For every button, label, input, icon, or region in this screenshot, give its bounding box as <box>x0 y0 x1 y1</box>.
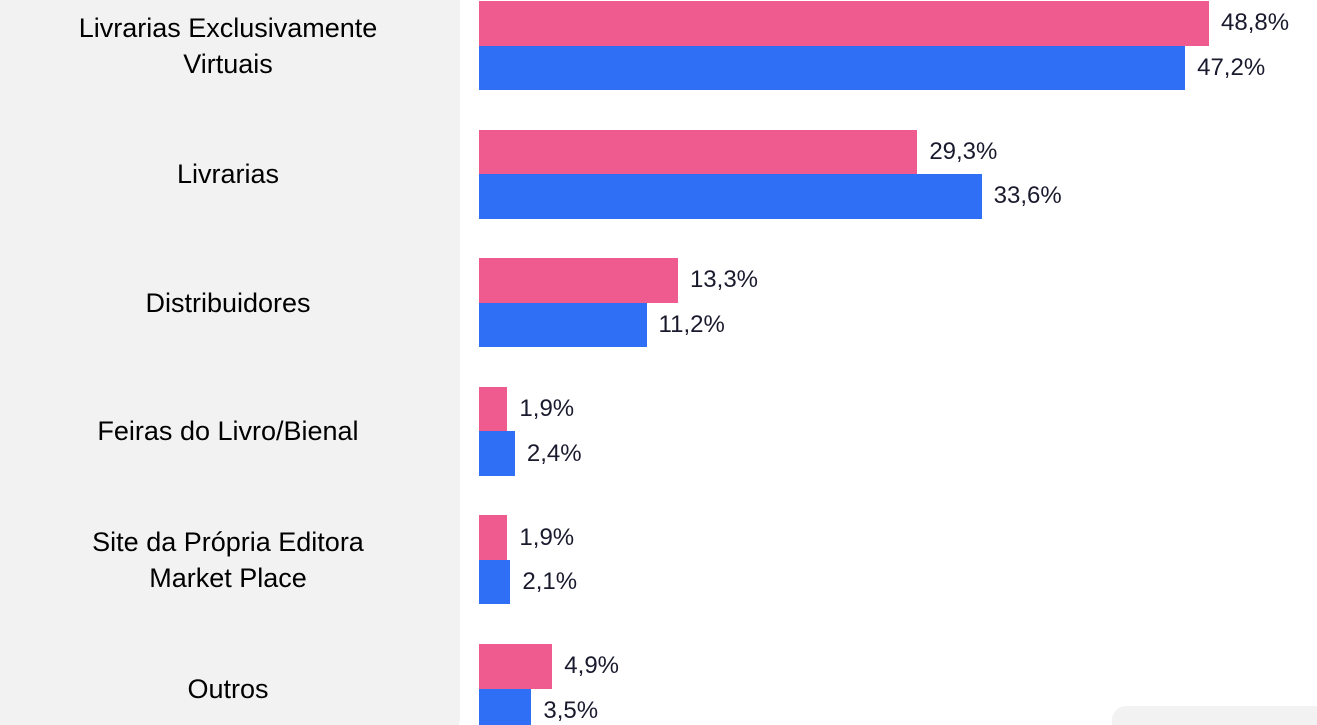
value-label: 33,6% <box>993 182 1062 210</box>
value-label: 2,1% <box>522 568 578 596</box>
category-label: Site da Própria Editora Market Place <box>92 526 364 593</box>
category-label: Outros <box>187 673 269 704</box>
category-label: Livrarias Exclusivamente Virtuais <box>78 12 378 79</box>
bar <box>479 688 532 725</box>
bar <box>479 386 508 432</box>
category-label: Distribuidores <box>145 287 311 318</box>
bar <box>479 302 647 348</box>
value-label: 11,2% <box>658 310 725 338</box>
value-label: 48,8% <box>1221 9 1290 37</box>
corner-decoration <box>1112 706 1317 725</box>
bar <box>479 129 918 175</box>
bar <box>479 515 508 560</box>
value-label: 1,9% <box>519 523 575 551</box>
category-label: Livrarias <box>176 159 280 190</box>
value-label: 1,9% <box>519 395 575 423</box>
value-label: 2,4% <box>526 439 582 467</box>
bar <box>479 431 515 476</box>
value-label: 3,5% <box>543 696 599 724</box>
bar <box>479 258 678 303</box>
bar <box>479 174 982 219</box>
bar <box>479 1 1210 46</box>
bar <box>479 45 1186 90</box>
value-label: 29,3% <box>929 137 998 165</box>
bar <box>479 644 553 689</box>
label-panel <box>0 0 460 725</box>
category-label: Feiras do Livro/Bienal <box>97 416 359 447</box>
bar <box>479 559 511 605</box>
value-label: 47,2% <box>1197 53 1266 81</box>
value-label: 13,3% <box>689 266 759 294</box>
value-label: 4,9% <box>564 652 619 680</box>
